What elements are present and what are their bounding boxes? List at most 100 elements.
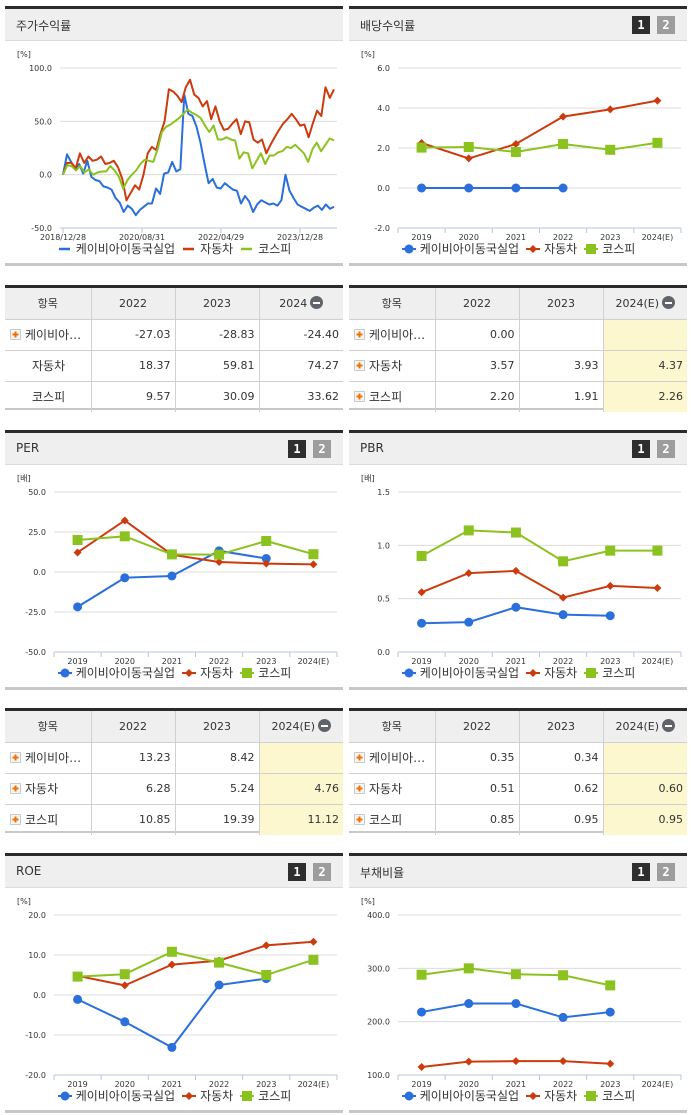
row-name-cell[interactable]: 코스피 [5,804,92,835]
expand-plus-icon[interactable] [10,814,21,826]
x-tick-label: 2019 [411,233,431,241]
row-name-label: 케이비아… [25,751,82,765]
column-header: 항목 [349,288,436,320]
row-name-cell[interactable]: 케이비아… [5,319,92,351]
collapse-minus-icon[interactable] [310,296,324,310]
legend-item-auto[interactable]: 자동차 [181,1087,233,1104]
x-tick-label: 2022 [553,657,573,665]
legend-label: 자동차 [544,242,578,256]
column-header-label: 항목 [37,297,58,311]
page-2-button[interactable]: 2 [657,863,675,881]
square-marker-icon [558,139,569,149]
diamond-marker-icon [73,548,82,557]
circle-swatch-icon [401,1091,416,1100]
expand-plus-icon[interactable] [354,329,365,340]
legend-item-company[interactable]: 케이비아이동국실업 [57,240,175,257]
expand-plus-icon[interactable] [354,752,365,763]
column-header-label: 항목 [381,297,402,311]
value-cell: 0.85 [435,804,520,835]
row-name-cell[interactable]: 케이비아… [349,319,436,351]
panel-title: 배당수익률 [360,19,416,33]
expand-plus-icon[interactable] [10,329,21,340]
square-marker-icon [242,667,253,678]
legend-item-kospi[interactable]: 코스피 [583,240,635,257]
expand-plus-icon[interactable] [10,752,21,763]
y-tick-label: 10.0 [28,951,46,960]
expand-plus-icon[interactable] [354,391,365,403]
diamond-marker-icon [511,1057,520,1066]
expand-plus-icon[interactable] [10,783,21,794]
y-tick-label: 100.0 [29,64,52,73]
legend-item-company[interactable]: 케이비아이동국실업 [401,1087,519,1104]
circle-marker-icon [511,183,521,193]
value-cell: 33.62 [307,390,340,404]
x-tick-label: 2020 [115,657,135,665]
y-axis-unit: [배] [361,474,375,483]
page-2-button[interactable]: 2 [313,440,331,458]
legend-item-kospi[interactable]: 코스피 [239,664,291,681]
y-tick-label: 25.0 [28,528,46,537]
legend-item-kospi[interactable]: 코스피 [583,664,635,681]
circle-marker-icon [404,244,414,253]
legend-item-kospi[interactable]: 코스피 [239,1087,291,1104]
diamond-swatch-icon [526,244,541,253]
row-name-cell[interactable]: 케이비아… [349,742,436,774]
page-1-button[interactable]: 1 [288,863,306,881]
expand-plus-icon[interactable] [354,360,365,371]
page-1-button[interactable]: 1 [288,440,306,458]
panel-header: PBR 1 2 [349,433,687,465]
series-line [421,529,658,563]
data-table: 항목 2022 2023 2024(E) 케이비아… 0.00 자동차 3.57 3.93 4.3… [349,288,687,412]
pbr-table: 항목 2022 2023 2024(E) 케이비아… 0.35 0.34 자동차 0.51 0.6… [349,708,687,835]
chart-pager: 1 2 [632,440,675,458]
collapse-minus-icon[interactable] [662,296,676,310]
x-tick-label: 2021 [506,657,526,665]
table-row: 자동차 6.28 5.24 4.76 [5,773,343,805]
legend-item-company[interactable]: 케이비아이동국실업 [401,664,519,681]
x-tick-label: 2020 [115,1080,135,1088]
legend-item-kospi[interactable]: 코스피 [239,240,291,257]
row-name-cell[interactable]: 코스피 [349,381,436,412]
line-swatch-icon [183,247,195,250]
legend-item-auto[interactable]: 자동차 [181,240,233,257]
legend-item-auto[interactable]: 자동차 [525,1087,577,1104]
page-2-button[interactable]: 2 [657,16,675,34]
diamond-marker-icon [417,588,426,597]
value-cell: 3.93 [519,350,604,382]
page-2-button[interactable]: 2 [657,440,675,458]
row-name-cell[interactable]: 코스피 [349,804,436,835]
collapse-minus-icon[interactable] [318,719,332,733]
legend-item-kospi[interactable]: 코스피 [583,1087,635,1104]
legend-item-auto[interactable]: 자동차 [181,664,233,681]
series-line [77,950,314,978]
row-name-cell[interactable]: 케이비아… [5,742,92,774]
column-header-label: 2022 [463,296,491,310]
page-1-button[interactable]: 1 [632,863,650,881]
diamond-marker-icon [464,154,473,163]
legend-item-company[interactable]: 케이비아이동국실업 [57,664,175,681]
x-tick-label: 2018/12/28 [40,233,86,241]
roe-chart: [%] 20.0 10.0 0.0 -10.0 -20.0 2019 2020 2021 2022… [17,897,338,1088]
line-swatch-icon [58,247,70,250]
x-tick-label: 2023 [600,233,620,241]
expand-plus-icon[interactable] [354,783,365,794]
collapse-minus-icon[interactable] [662,719,676,733]
square-marker-icon [510,527,521,538]
circle-marker-icon [167,1042,177,1052]
square-marker-icon [261,970,272,980]
page-1-button[interactable]: 1 [632,440,650,458]
expand-plus-icon[interactable] [354,814,365,826]
legend-item-company[interactable]: 케이비아이동국실업 [57,1087,175,1104]
legend-item-company[interactable]: 케이비아이동국실업 [401,240,519,257]
legend-item-auto[interactable]: 자동차 [525,240,577,257]
row-name-cell[interactable]: 자동차 [5,773,92,805]
row-name-cell[interactable]: 자동차 [349,773,436,805]
y-tick-label: 200.0 [367,1018,390,1027]
legend-item-auto[interactable]: 자동차 [525,664,577,681]
page-1-button[interactable]: 1 [632,16,650,34]
diamond-marker-icon [606,581,615,590]
row-name-cell[interactable]: 자동차 [349,350,436,382]
page-2-button[interactable]: 2 [313,863,331,881]
panel-header: PER 1 2 [5,433,343,465]
circle-marker-icon [464,999,474,1009]
